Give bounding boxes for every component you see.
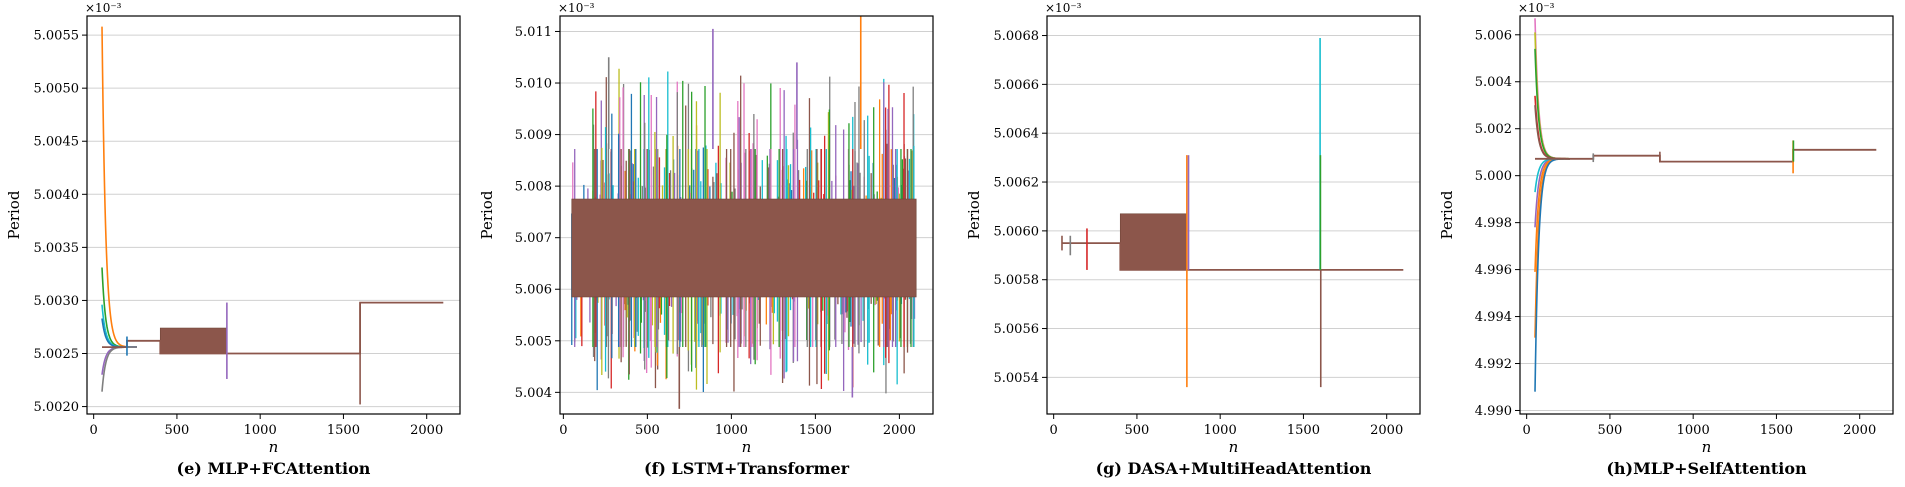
y-axis-label: Period [478,190,496,239]
plot-area [571,16,917,409]
y-tick-label: 5.0045 [34,135,80,150]
y-tick-label: 5.0054 [994,371,1040,386]
y-tick-label: 4.996 [1475,263,1512,278]
y-tick-label: 5.010 [515,77,552,92]
y-tick-label: 5.0066 [994,78,1040,93]
y-tick-label: 5.0060 [994,224,1040,239]
x-tick-label: 1000 [244,423,277,438]
y-tick-label: 5.008 [515,180,552,195]
x-tick-label: 500 [1598,423,1623,438]
axes-frame [559,15,934,415]
chart-panel-2: 0 500 1000 1500 2000 5.0054 5.0056 5.0058 5.0060… [965,1,1421,478]
axes-frame [1519,15,1894,415]
plot-area [101,26,444,405]
x-axis-label: n [1702,438,1712,456]
y-tick-label: 5.0020 [34,400,80,415]
y-axis-label: Period [1438,190,1456,239]
x-tick-label: 1500 [799,423,832,438]
plot-area [1534,18,1877,392]
oscillation-band [1119,213,1188,271]
offset-multiplier: ×10⁻³ [1518,1,1555,15]
y-tick-label: 5.004 [1475,75,1512,90]
x-tick-label: 0 [559,423,567,438]
transient-curve [101,346,137,375]
chart-panel-0: 0 500 1000 1500 2000 5.0020 5.0025 5.0030 5.0035… [5,1,461,478]
y-tick-label: 5.0064 [994,127,1040,142]
converged-line [1535,148,1877,163]
transient-curve [101,318,137,348]
x-tick-label: 500 [635,423,660,438]
y-axis-label: Period [965,190,983,239]
y-tick-label: 5.006 [515,283,552,298]
y-axis-label: Period [5,190,23,239]
x-tick-label: 500 [1125,423,1150,438]
converged-line [1062,242,1404,271]
transient-curve [1534,32,1570,160]
y-tick-label: 4.992 [1475,357,1512,372]
y-tick-label: 5.0058 [994,273,1040,288]
x-tick-label: 0 [90,423,98,438]
x-tick-label: 500 [165,423,190,438]
x-tick-label: 1500 [1287,423,1320,438]
chart-panel-3: 0 500 1000 1500 2000 4.990 4.992 4.994 4.996 4.99… [1438,1,1894,478]
offset-multiplier: ×10⁻³ [1045,1,1082,15]
y-tick-label: 5.002 [1475,122,1512,137]
y-tick-label: 4.998 [1475,216,1512,231]
y-tick-label: 5.0025 [34,347,80,362]
x-tick-label: 1500 [327,423,360,438]
chart-caption: (h)MLP+SelfAttention [1606,459,1807,478]
y-tick-label: 5.005 [515,334,552,349]
x-tick-label: 1000 [1204,423,1237,438]
y-tick-label: 5.0056 [994,322,1040,337]
y-tick-label: 5.009 [515,128,552,143]
x-tick-label: 2000 [410,423,443,438]
chart-caption: (g) DASA+MultiHeadAttention [1096,459,1372,478]
chart-caption: (e) MLP+FCAttention [177,459,371,478]
y-tick-label: 5.0030 [34,294,80,309]
x-tick-label: 2000 [883,423,916,438]
y-tick-label: 5.011 [515,25,552,40]
transient-curve [101,26,137,348]
oscillation-band [571,198,917,298]
chart-panel-1: 0 500 1000 1500 2000 5.004 5.005 5.006 5.007 5.00… [478,1,934,478]
y-tick-label: 5.0068 [994,29,1040,44]
chart-caption: (f) LSTM+Transformer [644,459,850,478]
axes-frame [1046,15,1421,415]
x-tick-label: 1000 [715,423,748,438]
x-axis-label: n [1229,438,1239,456]
x-tick-label: 2000 [1843,423,1876,438]
y-tick-label: 5.004 [515,386,552,401]
x-axis-label: n [742,438,752,456]
offset-multiplier: ×10⁻³ [558,1,595,15]
x-tick-label: 2000 [1370,423,1403,438]
x-tick-label: 0 [1050,423,1058,438]
y-tick-label: 5.0035 [34,241,80,256]
axes-frame [86,15,461,415]
y-tick-label: 4.994 [1475,310,1512,325]
y-tick-label: 5.000 [1475,169,1512,184]
y-tick-label: 5.0050 [34,82,80,97]
offset-multiplier: ×10⁻³ [85,1,122,15]
x-tick-label: 1500 [1760,423,1793,438]
y-tick-label: 4.990 [1475,404,1512,419]
y-tick-label: 5.006 [1475,28,1512,43]
y-tick-label: 5.007 [515,231,552,246]
converged-line [102,301,444,355]
x-tick-label: 1000 [1677,423,1710,438]
y-tick-label: 5.0040 [34,188,80,203]
x-axis-label: n [269,438,279,456]
x-tick-label: 0 [1523,423,1531,438]
oscillation-band [159,327,228,354]
plot-area [1061,37,1404,388]
y-tick-label: 5.0062 [994,176,1040,191]
y-tick-label: 5.0055 [34,29,80,44]
